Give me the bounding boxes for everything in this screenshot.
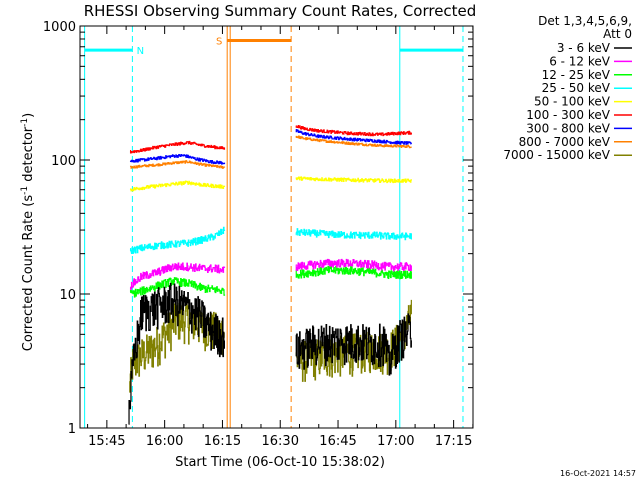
legend-entry-label: 25 - 50 keV — [542, 81, 611, 95]
x-tick-label: 16:15 — [204, 434, 241, 449]
series-line — [128, 282, 225, 425]
series-line — [295, 265, 412, 280]
series-line — [295, 228, 412, 241]
series-line — [129, 226, 226, 255]
legend-entry-label: 50 - 100 keV — [534, 95, 611, 109]
x-axis: 15:45 16:00 16:15 16:30 16:45 17:00 17:15 — [87, 26, 474, 449]
y-axis-label-sup: -1 — [20, 186, 30, 195]
series-line — [129, 180, 226, 192]
series-line — [129, 262, 226, 290]
series-line — [295, 313, 412, 376]
series-line — [129, 140, 226, 154]
y-axis-label-part: Corrected Count Rate (s — [21, 195, 36, 352]
y-axis: 1 10 100 1000 — [43, 20, 473, 437]
legend-entry-label: 12 - 25 keV — [542, 68, 611, 82]
y-axis-label-sup: -1 — [20, 118, 30, 127]
y-tick-label: 1 — [68, 422, 76, 437]
series-line — [295, 258, 412, 272]
legend-header-line: Att 0 — [603, 27, 632, 41]
y-tick-label: 100 — [51, 154, 76, 169]
legend-entry-label: 7000 - 15000 keV — [503, 148, 610, 162]
y-tick-label: 10 — [59, 288, 76, 303]
x-tick-label: 16:30 — [262, 434, 299, 449]
y-tick-label: 1000 — [43, 20, 76, 35]
series-line — [295, 128, 412, 145]
chart-title: RHESSI Observing Summary Count Rates, Co… — [84, 2, 477, 20]
x-tick-label: 16:00 — [146, 434, 183, 449]
saa-label: S — [216, 36, 222, 47]
x-tick-label: 15:45 — [88, 434, 125, 449]
series-layer — [128, 124, 412, 425]
series-line — [295, 124, 412, 137]
legend-entry-label: 3 - 6 keV — [557, 41, 611, 55]
y-axis-label-part: detector — [21, 126, 36, 186]
legend-entry-label: 6 - 12 keV — [549, 54, 611, 68]
legend-entry-label: 800 - 7000 keV — [519, 135, 611, 149]
series-line — [129, 277, 226, 298]
series-line — [129, 160, 226, 169]
series-line — [295, 135, 412, 149]
legend-entry-label: 100 - 300 keV — [526, 108, 610, 122]
x-tick-label: 17:00 — [377, 434, 414, 449]
x-axis-label: Start Time (06-Oct-10 15:38:02) — [175, 455, 385, 470]
series-line — [295, 176, 412, 184]
y-axis-label-part: ) — [21, 113, 36, 118]
legend-header-line: Det 1,3,4,5,6,9, — [538, 14, 632, 28]
y-axis-label: Corrected Count Rate (s-1 detector-1) — [20, 113, 36, 351]
series-line — [129, 153, 226, 165]
legend-entry-label: 300 - 800 keV — [526, 121, 610, 135]
x-tick-label: 17:15 — [435, 434, 472, 449]
night-label: N — [137, 46, 144, 57]
generation-timestamp: 16-Oct-2021 14:57 — [560, 469, 636, 478]
x-tick-label: 16:45 — [319, 434, 356, 449]
plot-frame — [79, 25, 474, 429]
